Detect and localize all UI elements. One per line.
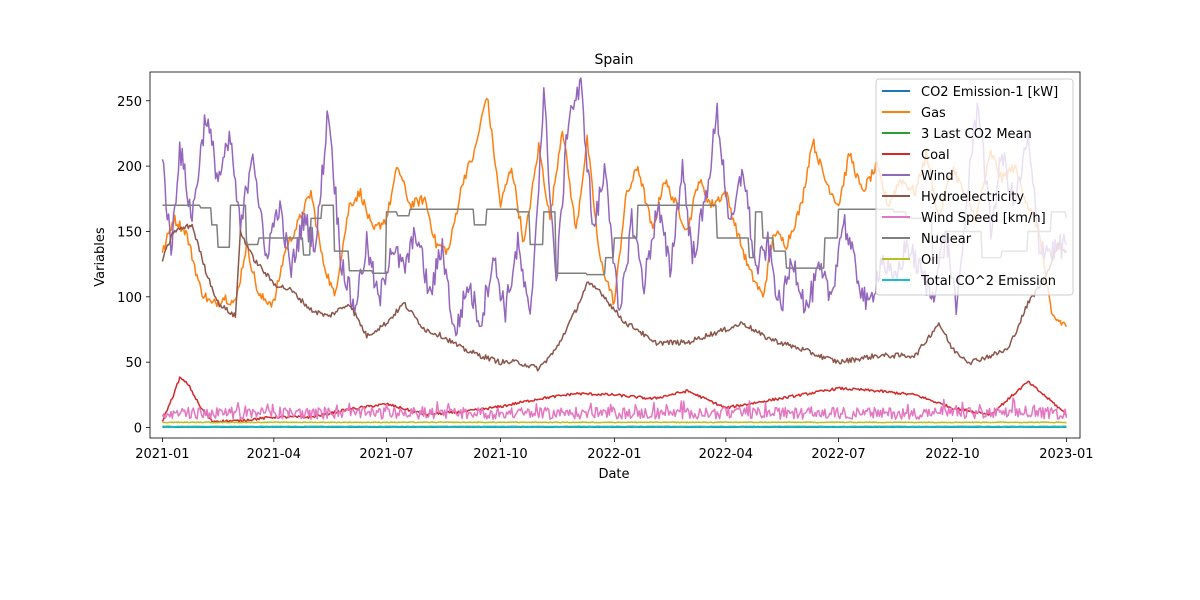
legend-label: Hydroelectricity (921, 190, 1024, 205)
x-tick-label: 2022-10 (925, 447, 979, 462)
x-tick-label: 2022-01 (587, 447, 641, 462)
y-tick-label: 250 (117, 95, 142, 110)
x-tick-label: 2023-01 (1039, 447, 1093, 462)
plot-frame (149, 71, 1081, 439)
y-axis-label: Variables (93, 227, 108, 287)
y-tick-label: 100 (117, 291, 142, 306)
legend-label: Oil (921, 253, 938, 268)
x-tick-label: 2021-04 (247, 447, 301, 462)
legend-label: Total CO^2 Emission (920, 274, 1056, 289)
y-tick-label: 150 (117, 225, 142, 240)
legend-label: Nuclear (921, 232, 972, 247)
legend-label: Coal (921, 148, 950, 163)
series-line-5 (161, 223, 1068, 372)
y-tick-label: 200 (117, 160, 142, 175)
y-tick-label: 0 (134, 422, 142, 437)
series-line-3 (161, 376, 1068, 423)
legend-label: 3 Last CO2 Mean (921, 127, 1032, 142)
x-tick-label: 2021-07 (359, 447, 413, 462)
axes-layer: 2021-01 2021-04 2021-07 2021-10 2022-01 2022-… (117, 71, 1094, 462)
series-line-8 (162, 421, 1067, 424)
legend-box (875, 78, 1074, 296)
legend-label: Gas (921, 106, 946, 121)
x-tick-label: 2022-07 (811, 447, 865, 462)
legend: CO2 Emission-1 [kW] Gas 3 Last CO2 Mean Coa… (875, 78, 1074, 296)
series-layer (161, 77, 1068, 428)
x-axis-label: Date (598, 467, 629, 482)
legend-label: Wind (921, 169, 954, 184)
x-tick-label: 2021-01 (135, 447, 189, 462)
series-line-6 (161, 397, 1068, 420)
legend-label: Wind Speed [km/h] (921, 211, 1046, 226)
y-tick-label: 50 (125, 356, 142, 371)
legend-label: CO2 Emission-1 [kW] (921, 85, 1058, 100)
chart-title: Spain (594, 52, 633, 68)
x-tick-label: 2022-04 (699, 447, 753, 462)
x-tick-label: 2021-10 (473, 447, 527, 462)
